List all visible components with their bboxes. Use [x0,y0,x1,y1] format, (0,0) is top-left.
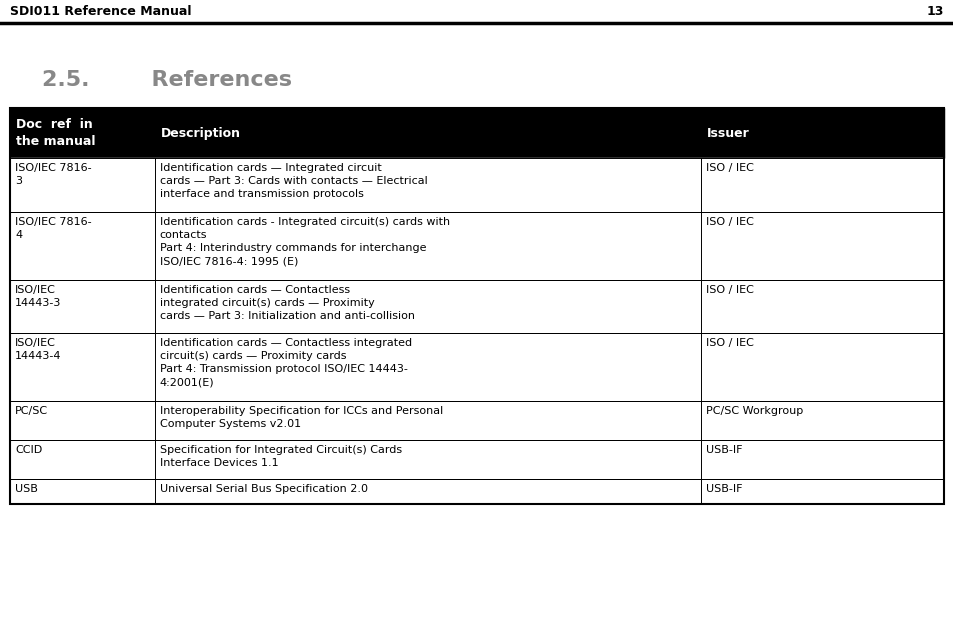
Bar [0,0,953,22]
Text: PC/SC Workgroup: PC/SC Workgroup [705,406,802,416]
Text: USB: USB [15,484,38,494]
Text: Specification for Integrated Circuit(s) Cards
Interface Devices 1.1: Specification for Integrated Circuit(s) … [159,445,401,468]
Bar [10,211,943,279]
Text: Doc  ref  in
the manual: Doc ref in the manual [16,118,95,148]
Text: ISO / IEC: ISO / IEC [705,285,753,294]
Text: ISO / IEC: ISO / IEC [705,338,753,348]
Bar [10,440,943,479]
Text: USB-IF: USB-IF [705,484,741,494]
Text: Identification cards — Contactless
integrated circuit(s) cards — Proximity
cards: Identification cards — Contactless integ… [159,285,415,321]
Bar [10,108,943,504]
Text: Identification cards - Integrated circuit(s) cards with
contacts
Part 4: Interin: Identification cards - Integrated circui… [159,216,450,266]
Bar [10,279,943,333]
Bar [10,401,943,440]
Text: USB-IF: USB-IF [705,445,741,455]
Text: Identification cards — Integrated circuit
cards — Part 3: Cards with contacts — : Identification cards — Integrated circui… [159,163,427,200]
Bar [10,333,943,401]
Text: Description: Description [161,126,240,140]
Text: PC/SC: PC/SC [15,406,48,416]
Text: ISO/IEC 7816-
3: ISO/IEC 7816- 3 [15,163,91,186]
Text: Interoperability Specification for ICCs and Personal
Computer Systems v2.01: Interoperability Specification for ICCs … [159,406,442,429]
Text: ISO/IEC 7816-
4: ISO/IEC 7816- 4 [15,216,91,240]
Text: SDI011 Reference Manual: SDI011 Reference Manual [10,5,192,17]
Bar [10,440,943,479]
Bar [10,158,943,211]
Bar [10,158,943,211]
Text: 13: 13 [925,5,943,17]
Bar [10,333,943,401]
Text: Identification cards — Contactless integrated
circuit(s) cards — Proximity cards: Identification cards — Contactless integ… [159,338,412,388]
Bar [10,479,943,504]
Bar [10,401,943,440]
Text: ISO / IEC: ISO / IEC [705,216,753,227]
Text: Universal Serial Bus Specification 2.0: Universal Serial Bus Specification 2.0 [159,484,368,494]
Bar [10,108,943,158]
Text: CCID: CCID [15,445,42,455]
Text: 2.5.        References: 2.5. References [42,70,292,90]
Bar [10,211,943,279]
Text: ISO/IEC
14443-3: ISO/IEC 14443-3 [15,285,61,308]
Text: ISO / IEC: ISO / IEC [705,163,753,173]
Bar [10,479,943,504]
Text: Issuer: Issuer [706,126,749,140]
Text: ISO/IEC
14443-4: ISO/IEC 14443-4 [15,338,61,361]
Bar [10,279,943,333]
